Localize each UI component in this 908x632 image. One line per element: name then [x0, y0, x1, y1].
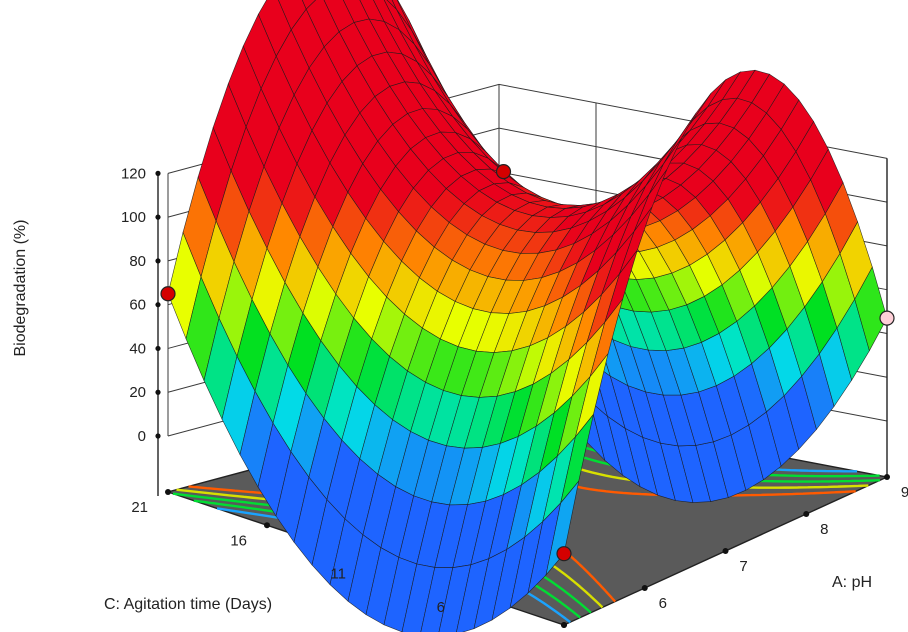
y-tick-mark [561, 622, 567, 628]
y-tick-label: 21 [131, 499, 148, 516]
z-tick-label: 60 [129, 297, 146, 314]
z-tick-label: 120 [121, 165, 146, 182]
design-point [879, 310, 895, 326]
y-tick-label: 16 [230, 532, 247, 549]
z-tick-label: 100 [121, 209, 146, 226]
design-point [160, 286, 176, 302]
x-tick-mark [884, 474, 890, 480]
z-tick-label: 40 [129, 340, 146, 357]
y-tick-mark [264, 522, 270, 529]
x-tick-mark [722, 548, 729, 554]
z-tick-mark [155, 302, 161, 308]
z-tick-mark [155, 258, 161, 264]
y-axis-title: C: Agitation time (Days) [104, 596, 272, 613]
design-point [556, 546, 572, 562]
z-axis-title: Biodegradation (%) [12, 220, 29, 357]
z-tick-mark [155, 345, 161, 352]
surface-cell [545, 481, 579, 576]
x-tick-mark [641, 585, 648, 591]
surface-cell [301, 0, 317, 10]
x-tick-label: 7 [739, 558, 747, 575]
z-tick-label: 20 [129, 384, 146, 401]
y-tick-mark [165, 489, 171, 495]
x-tick-mark [803, 511, 810, 517]
z-tick-mark [155, 389, 161, 395]
x-axis-title: A: pH [832, 574, 872, 591]
z-tick-mark [155, 214, 161, 220]
surface-mesh [167, 0, 888, 632]
y-tick-label: 11 [330, 566, 346, 583]
z-tick-label: 0 [138, 428, 146, 445]
y-tick-label: 6 [437, 599, 445, 616]
x-tick-label: 9 [901, 484, 908, 501]
x-tick-label: 8 [820, 521, 828, 538]
z-tick-mark [155, 170, 161, 176]
x-tick-label: 6 [659, 595, 667, 612]
design-points [160, 164, 895, 562]
z-tick-mark [155, 433, 161, 439]
design-point [495, 164, 512, 180]
tick-labels: 5678916111621020406080100120 [121, 165, 908, 616]
z-tick-label: 80 [129, 253, 146, 270]
